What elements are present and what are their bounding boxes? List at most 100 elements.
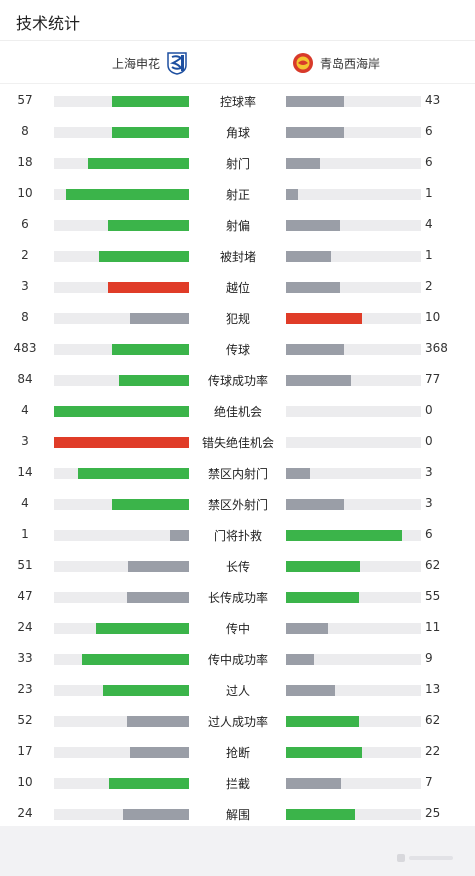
- home-bar: [54, 561, 189, 572]
- home-bar: [54, 251, 189, 262]
- away-bar: [286, 716, 421, 727]
- stat-row: 52 过人成功率 62: [0, 704, 475, 735]
- stat-row: 4 绝佳机会 0: [0, 394, 475, 425]
- home-bar: [54, 747, 189, 758]
- stat-label: 角球: [225, 126, 250, 140]
- home-value: 23: [17, 682, 33, 696]
- home-value: 4: [21, 403, 29, 417]
- stat-label: 长传: [225, 560, 250, 574]
- away-bar: [286, 654, 421, 665]
- away-bar: [286, 220, 421, 231]
- home-bar-fill: [54, 437, 189, 448]
- home-bar: [54, 468, 189, 479]
- stat-row: 4 禁区外射门 3: [0, 487, 475, 518]
- away-bar-fill: [286, 96, 344, 107]
- away-team-name: 青岛西海岸: [320, 56, 381, 71]
- home-bar-fill: [112, 344, 189, 355]
- stat-label: 传中: [225, 622, 250, 636]
- home-value: 10: [17, 186, 33, 200]
- home-value: 3: [21, 434, 29, 448]
- stat-label: 门将扑救: [213, 529, 262, 543]
- away-bar-fill: [286, 468, 310, 479]
- home-bar-fill: [96, 623, 189, 634]
- away-bar: [286, 189, 421, 200]
- stat-label: 抢断: [225, 746, 250, 760]
- home-bar-fill: [99, 251, 189, 262]
- home-bar-fill: [108, 282, 189, 293]
- stat-label: 越位: [225, 281, 250, 295]
- away-bar: [286, 747, 421, 758]
- home-value: 2: [21, 248, 29, 262]
- home-bar: [54, 282, 189, 293]
- away-value: 1: [425, 186, 433, 200]
- stat-row: 10 拦截 7: [0, 766, 475, 797]
- home-bar-fill: [128, 561, 189, 572]
- stat-row: 24 传中 11: [0, 611, 475, 642]
- home-value: 6: [21, 217, 29, 231]
- away-bar-fill: [286, 654, 314, 665]
- away-value: 9: [425, 651, 433, 665]
- home-bar-fill: [112, 127, 189, 138]
- away-value: 0: [425, 434, 433, 448]
- away-bar-fill: [286, 530, 402, 541]
- away-bar: [286, 282, 421, 293]
- header: 技术统计: [0, 0, 475, 41]
- home-value: 57: [17, 93, 33, 107]
- stat-row: 3 错失绝佳机会 0: [0, 425, 475, 456]
- home-bar-fill: [130, 313, 189, 324]
- home-bar-fill: [109, 778, 189, 789]
- away-value: 4: [425, 217, 433, 231]
- stat-label: 犯规: [225, 312, 250, 326]
- home-value: 17: [17, 744, 33, 758]
- away-bar: [286, 809, 421, 820]
- home-bar: [54, 220, 189, 231]
- away-bar: [286, 561, 421, 572]
- away-bar: [286, 344, 421, 355]
- home-value: 33: [17, 651, 33, 665]
- home-bar: [54, 344, 189, 355]
- stat-row: 6 射偏 4: [0, 208, 475, 239]
- home-value: 4: [21, 496, 29, 510]
- stat-row: 23 过人 13: [0, 673, 475, 704]
- stat-label: 绝佳机会: [213, 405, 262, 419]
- home-team[interactable]: 上海申花: [112, 51, 188, 75]
- stat-label: 禁区内射门: [207, 467, 268, 481]
- away-bar: [286, 313, 421, 324]
- away-bar: [286, 127, 421, 138]
- home-bar: [54, 623, 189, 634]
- away-bar-fill: [286, 251, 331, 262]
- away-bar-fill: [286, 716, 359, 727]
- home-bar: [54, 530, 189, 541]
- away-value: 7: [425, 775, 433, 789]
- home-value: 52: [17, 713, 33, 727]
- away-bar: [286, 375, 421, 386]
- away-bar: [286, 158, 421, 169]
- teams-bar: 上海申花 青岛西海岸: [0, 41, 475, 84]
- qingdao-logo-icon: [293, 53, 313, 73]
- home-bar-fill: [54, 406, 189, 417]
- home-value: 10: [17, 775, 33, 789]
- away-value: 3: [425, 465, 433, 479]
- home-bar-fill: [112, 96, 189, 107]
- away-bar: [286, 499, 421, 510]
- home-value: 47: [17, 589, 33, 603]
- away-bar-fill: [286, 344, 344, 355]
- away-bar: [286, 685, 421, 696]
- home-bar: [54, 499, 189, 510]
- away-bar: [286, 437, 421, 448]
- stat-label: 解围: [225, 808, 250, 822]
- home-value: 18: [17, 155, 33, 169]
- home-bar: [54, 437, 189, 448]
- away-bar-fill: [286, 499, 344, 510]
- stat-row: 47 长传成功率 55: [0, 580, 475, 611]
- stat-label: 错失绝佳机会: [201, 436, 274, 450]
- home-team-name: 上海申花: [112, 56, 161, 71]
- away-value: 0: [425, 403, 433, 417]
- stat-label: 拦截: [225, 777, 250, 791]
- home-value: 1: [21, 527, 29, 541]
- home-bar-fill: [108, 220, 189, 231]
- away-value: 77: [425, 372, 441, 386]
- stat-row: 483 传球 368: [0, 332, 475, 363]
- away-team[interactable]: 青岛西海岸: [292, 51, 380, 75]
- stat-row: 14 禁区内射门 3: [0, 456, 475, 487]
